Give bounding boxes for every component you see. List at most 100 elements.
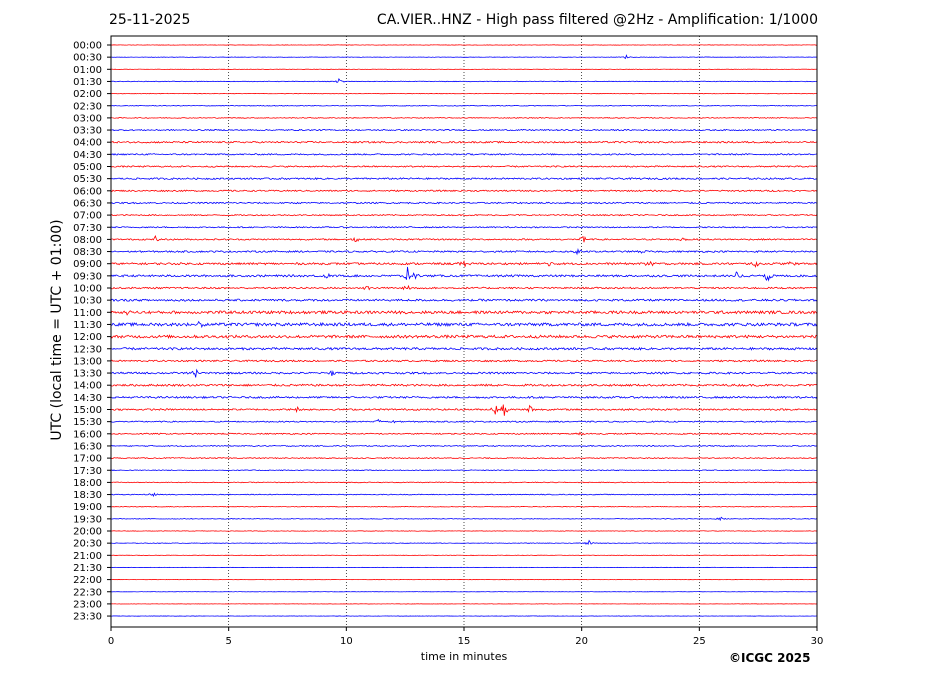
trace-line: [110, 516, 818, 522]
y-tick-label: 20:00: [73, 527, 102, 538]
x-axis-label: time in minutes: [420, 650, 508, 663]
x-ticks: 0 5 10 15 20 25 30: [108, 627, 824, 647]
y-tick-label: 19:30: [73, 514, 102, 525]
y-tick-label: 09:00: [73, 259, 102, 270]
chart-title: CA.VIER..HNZ - High pass filtered @2Hz -…: [376, 12, 818, 28]
y-tick-label: 03:30: [73, 126, 102, 137]
trace-line: [110, 320, 818, 329]
y-tick-label: 14:00: [73, 381, 102, 392]
y-tick-label: 02:00: [73, 89, 102, 100]
copyright-label: ©ICGC 2025: [729, 651, 811, 665]
x-tick-label: 30: [811, 636, 824, 647]
trace-line: [110, 92, 818, 95]
y-tick-label: 15:00: [73, 405, 102, 416]
trace-line: [110, 431, 818, 436]
trace-line: [110, 469, 818, 472]
trace-line: [110, 235, 818, 243]
trace-line: [110, 457, 818, 460]
x-tick-label: 15: [458, 636, 471, 647]
y-tick-label: 06:00: [73, 186, 102, 197]
x-tick-label: 5: [225, 636, 231, 647]
trace-line: [110, 383, 818, 387]
y-tick-label: 12:00: [73, 332, 102, 343]
y-tick-label: 16:30: [73, 441, 102, 452]
trace-line: [110, 213, 818, 217]
x-tick-label: 10: [340, 636, 353, 647]
trace-line: [110, 201, 818, 205]
y-tick-label: 18:30: [73, 490, 102, 501]
y-tick-label: 23:00: [73, 599, 102, 610]
y-tick-label: 03:00: [73, 113, 102, 124]
trace-line: [110, 539, 818, 546]
y-tick-label: 02:30: [73, 101, 102, 112]
trace-line: [110, 444, 818, 447]
trace-line: [110, 505, 818, 508]
y-tick-label: 20:30: [73, 539, 102, 550]
y-tick-label: 13:30: [73, 369, 102, 380]
trace-line: [110, 530, 818, 532]
trace-line: [110, 298, 818, 302]
y-tick-label: 19:00: [73, 502, 102, 513]
y-tick-label: 13:00: [73, 356, 102, 367]
y-tick-label: 12:30: [73, 344, 102, 355]
trace-line: [110, 368, 818, 378]
y-tick-label: 00:00: [73, 41, 102, 52]
y-tick-label: 18:00: [73, 478, 102, 489]
trace-line: [110, 346, 818, 351]
y-tick-label: 10:00: [73, 284, 102, 295]
date-label: 25-11-2025: [109, 12, 191, 28]
trace-line: [110, 359, 818, 363]
y-tick-label: 05:30: [73, 174, 102, 185]
y-tick-label: 09:30: [73, 271, 102, 282]
y-tick-label: 05:00: [73, 162, 102, 173]
y-axis-label: UTC (local time = UTC + 01:00): [49, 219, 65, 441]
y-tick-label: 11:00: [73, 308, 102, 319]
trace-line: [110, 165, 818, 168]
y-tick-label: 06:30: [73, 198, 102, 209]
plot-frame: [110, 35, 818, 628]
y-tick-label: 11:30: [73, 320, 102, 331]
y-tick-label: 23:30: [73, 612, 102, 623]
trace-line: [110, 395, 818, 399]
y-tick-label: 15:30: [73, 417, 102, 428]
y-tick-label: 21:30: [73, 563, 102, 574]
trace-line: [110, 226, 818, 229]
trace-line: [110, 54, 818, 60]
trace-line: [110, 177, 818, 181]
trace-line: [110, 248, 818, 256]
y-tick-label: 07:00: [73, 211, 102, 222]
y-tick-label: 22:30: [73, 587, 102, 598]
trace-line: [110, 404, 818, 416]
trace-line: [110, 266, 818, 282]
y-tick-label: 08:00: [73, 235, 102, 246]
y-tick-label: 07:30: [73, 223, 102, 234]
trace-line: [110, 284, 818, 291]
trace-line: [110, 153, 818, 156]
y-tick-label: 17:30: [73, 466, 102, 477]
trace-line: [110, 492, 818, 497]
y-tick-label: 04:00: [73, 138, 102, 149]
trace-line: [110, 105, 818, 107]
trace-line: [110, 309, 818, 316]
y-tick-label: 17:00: [73, 454, 102, 465]
y-tick-label: 22:00: [73, 575, 102, 586]
x-tick-label: 20: [575, 636, 588, 647]
x-grid-lines: [228, 36, 700, 627]
trace-line: [110, 418, 818, 424]
y-tick-label: 21:00: [73, 551, 102, 562]
y-tick-label: 16:00: [73, 429, 102, 440]
x-tick-label: 25: [693, 636, 706, 647]
trace-line: [110, 78, 818, 83]
y-tick-label: 14:30: [73, 393, 102, 404]
trace-line: [110, 140, 818, 144]
y-tick-label: 10:30: [73, 296, 102, 307]
trace-line: [110, 481, 818, 484]
y-tick-label: 00:30: [73, 53, 102, 64]
trace-line: [110, 189, 818, 193]
y-tick-label: 08:30: [73, 247, 102, 258]
trace-line: [110, 334, 818, 339]
traces: [110, 44, 818, 617]
trace-line: [110, 117, 818, 119]
